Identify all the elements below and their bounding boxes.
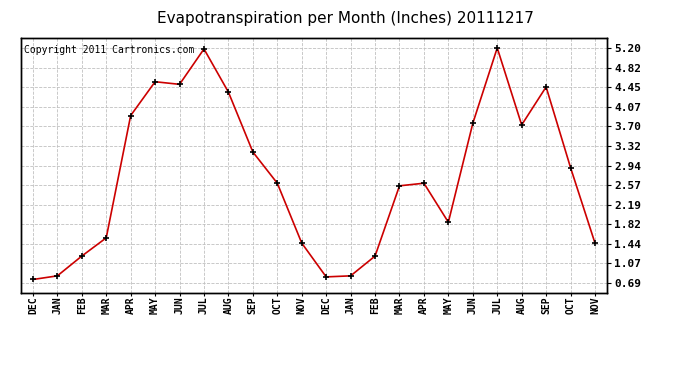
Text: Copyright 2011 Cartronics.com: Copyright 2011 Cartronics.com — [23, 45, 194, 55]
Text: Evapotranspiration per Month (Inches) 20111217: Evapotranspiration per Month (Inches) 20… — [157, 11, 533, 26]
